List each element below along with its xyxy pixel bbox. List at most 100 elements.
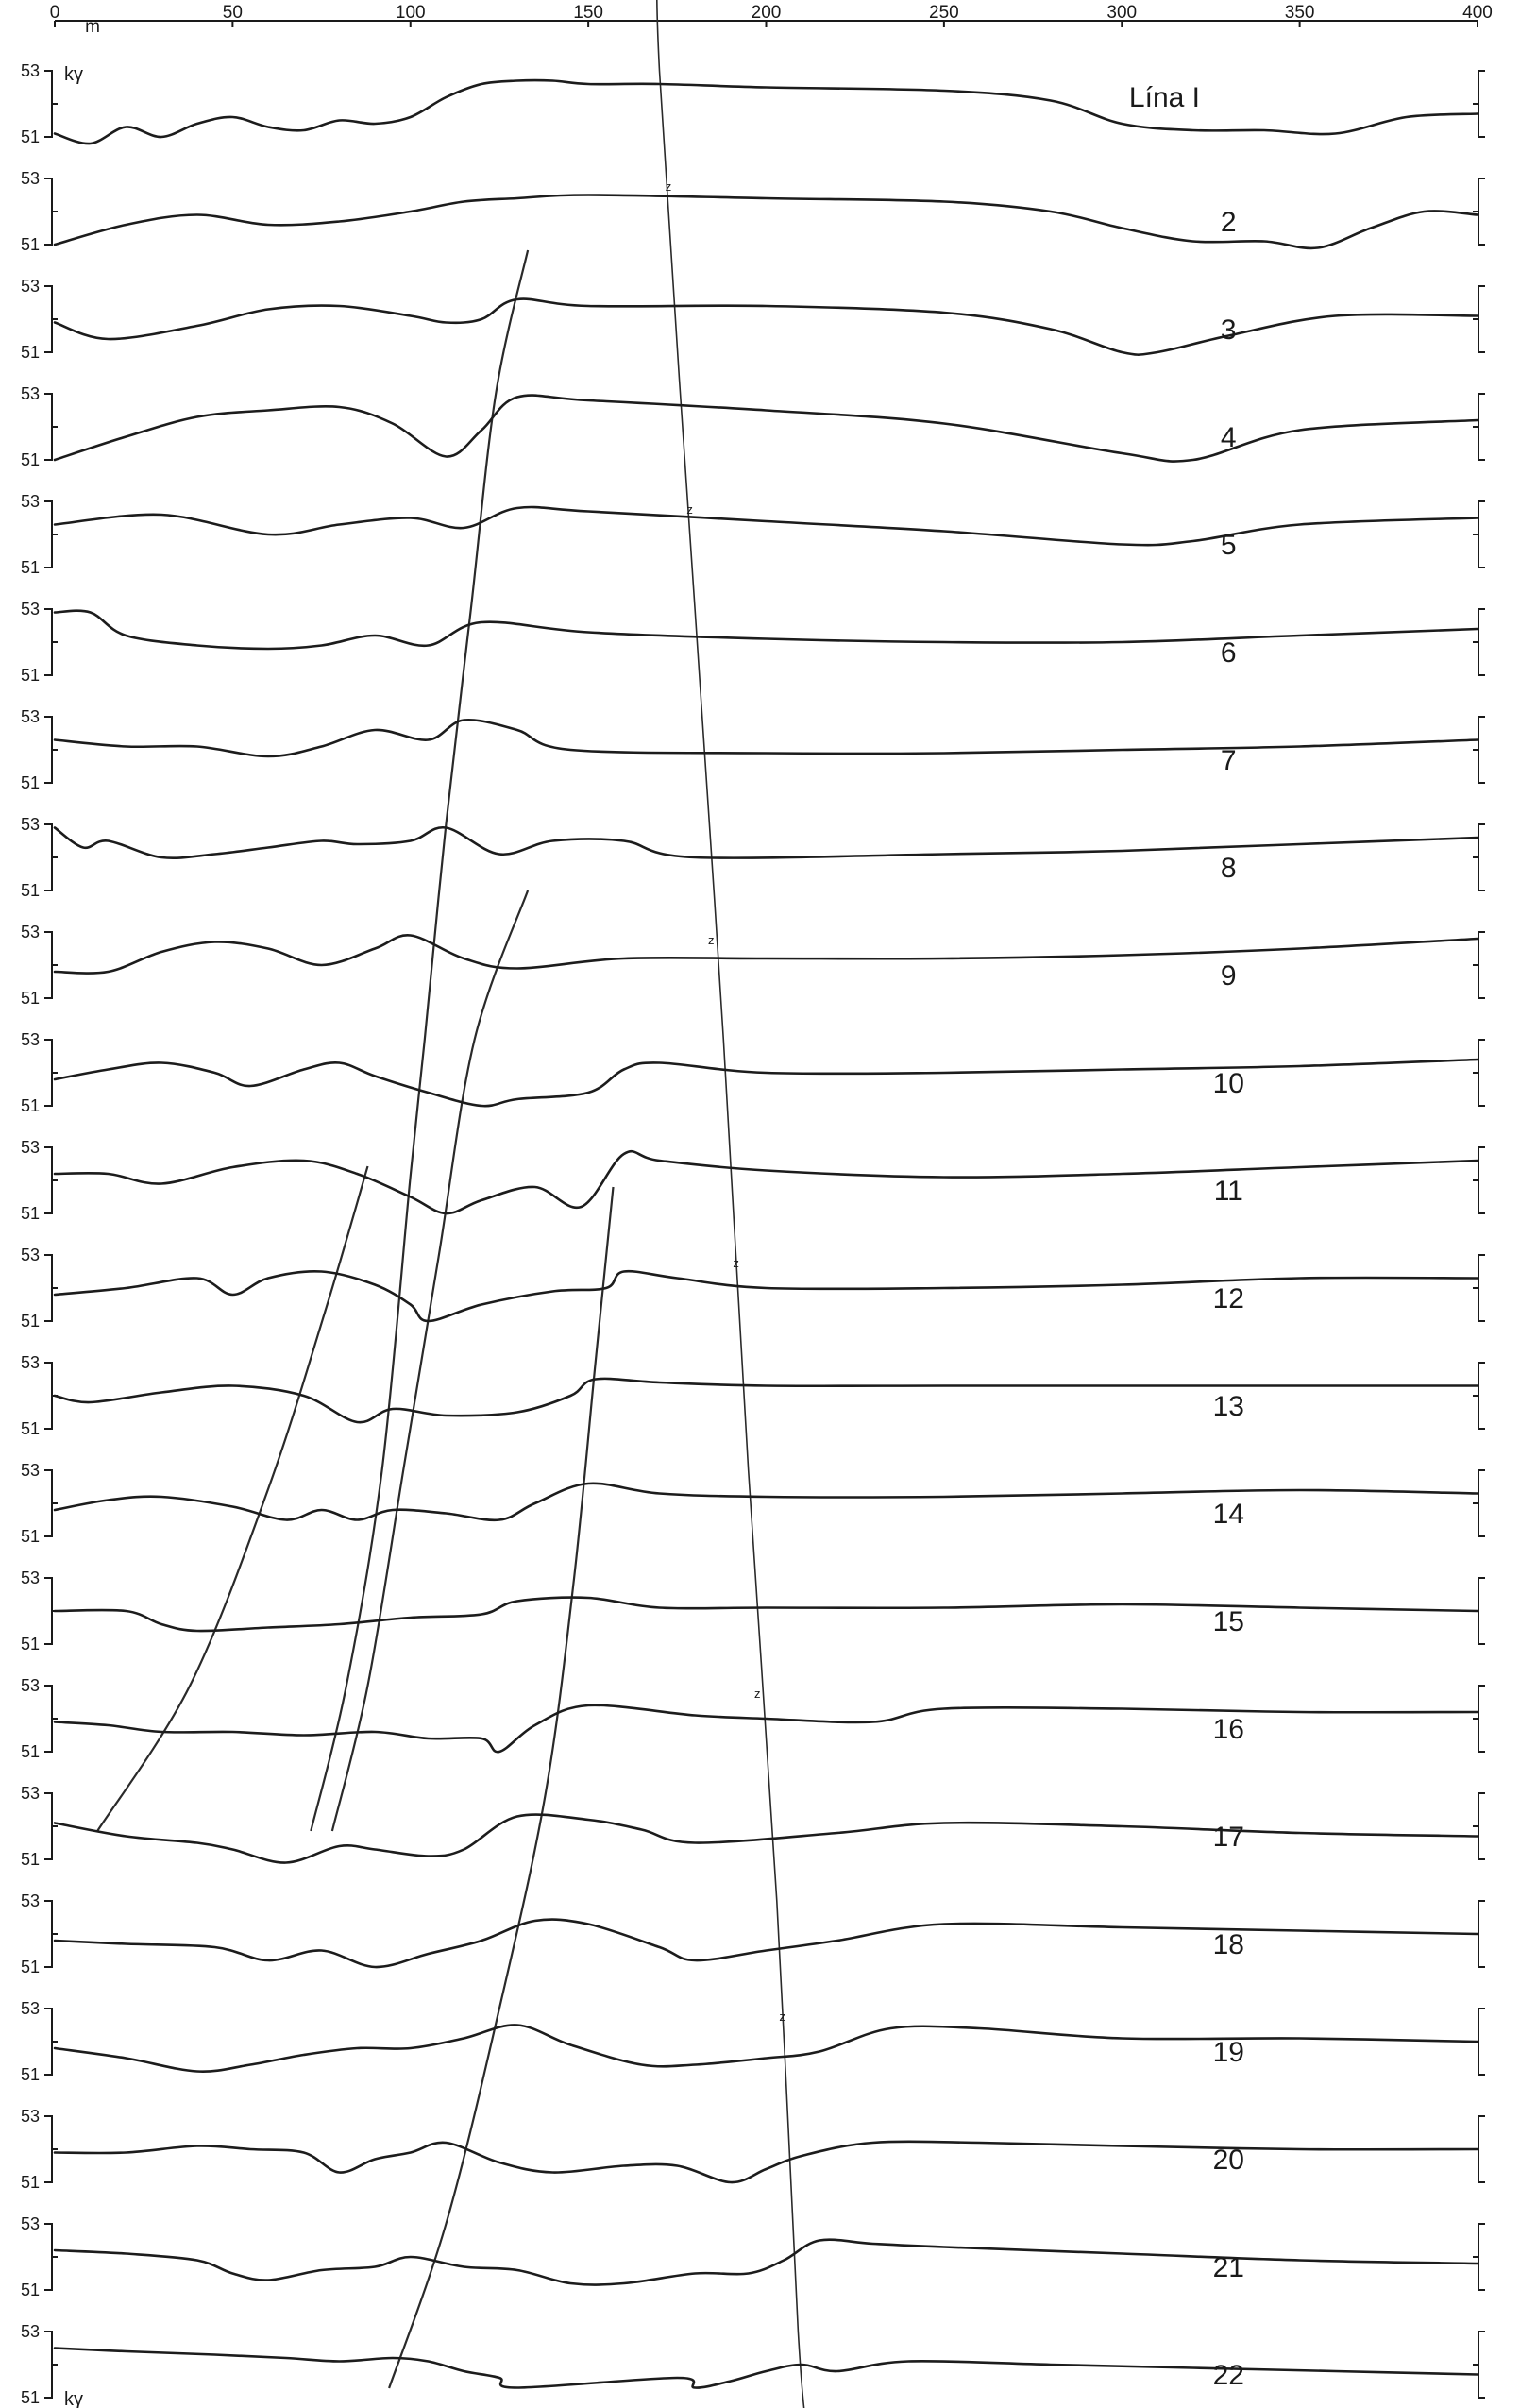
right-scale-bracket [1473, 500, 1485, 568]
y-tick-label-51: 51 [21, 1527, 40, 1546]
profile-15: 53 51 15 [21, 1569, 1485, 1653]
right-scale-bracket [1473, 1685, 1485, 1753]
right-scale-bracket [1473, 1900, 1485, 1968]
right-scale-bracket [1473, 1577, 1485, 1645]
y-tick-label-53: 53 [21, 1891, 40, 1910]
y-tick-label-53: 53 [21, 923, 40, 941]
y-tick-label-53: 53 [21, 1138, 40, 1157]
y-tick-label-51: 51 [21, 235, 40, 254]
left-scale-bracket [44, 1039, 58, 1107]
profile-label-12: 12 [1213, 1283, 1244, 1314]
structure-line-c [388, 1186, 615, 2389]
y-tick-label-53: 53 [21, 169, 40, 188]
y-tick-label-53: 53 [21, 1030, 40, 1049]
y-tick-label-51: 51 [21, 1742, 40, 1761]
structure-line-d [96, 1165, 369, 1832]
y-tick-label-51: 51 [21, 666, 40, 685]
left-scale-bracket [44, 716, 58, 784]
profile-label-1: Lína I [1129, 82, 1200, 113]
x-tick-label: 350 [1285, 3, 1315, 23]
y-tick-label-51: 51 [21, 450, 40, 469]
profile-line-8 [53, 826, 1479, 859]
profile-line-18 [53, 1918, 1479, 1969]
x-axis-label: m [85, 17, 100, 37]
profile-9: 53 51 9 [21, 923, 1485, 1008]
x-tick-label: 200 [752, 3, 782, 23]
profile-line-16 [53, 1704, 1479, 1754]
right-scale-bracket [1473, 1254, 1485, 1322]
profile-line-2 [53, 194, 1479, 250]
profile-label-16: 16 [1213, 1714, 1244, 1745]
y-tick-label-53: 53 [21, 384, 40, 403]
profile-21: 53 51 21 [21, 2214, 1485, 2299]
profile-8: 53 51 8 [21, 815, 1485, 900]
profile-3: 53 51 3 [21, 277, 1485, 362]
right-scale-bracket [1473, 1039, 1485, 1107]
y-tick-label-53: 53 [21, 600, 40, 619]
profile-label-8: 8 [1221, 853, 1237, 884]
profile-label-7: 7 [1221, 745, 1237, 776]
profile-line-15 [53, 1596, 1479, 1633]
y-tick-label-51: 51 [21, 1419, 40, 1438]
y-tick-label-51: 51 [21, 343, 40, 362]
y-tick-label-53: 53 [21, 2214, 40, 2233]
y-tick-label-51: 51 [21, 881, 40, 900]
profile-label-4: 4 [1221, 422, 1237, 453]
structure-line-b [330, 890, 530, 1832]
y-tick-label-51: 51 [21, 2065, 40, 2084]
right-scale-bracket [1473, 285, 1485, 353]
profile-10: 53 51 10 [21, 1030, 1485, 1115]
profile-1: 53 51 Lína I [21, 61, 1485, 146]
profile-line-17 [53, 1813, 1479, 1864]
y-tick-label-51: 51 [21, 1312, 40, 1331]
z-marker: z [686, 502, 693, 517]
left-scale-bracket [44, 500, 58, 568]
profile-line-6 [53, 609, 1479, 651]
profile-label-6: 6 [1221, 637, 1237, 669]
profile-line-14 [53, 1482, 1479, 1522]
left-scale-bracket [44, 1577, 58, 1645]
profile-5: 53 51 5 [21, 492, 1485, 577]
left-scale-bracket [44, 1792, 58, 1860]
right-scale-bracket [1473, 1469, 1485, 1537]
y-tick-label-51: 51 [21, 989, 40, 1008]
y-tick-label-53: 53 [21, 1246, 40, 1264]
profile-label-13: 13 [1213, 1391, 1244, 1422]
y-tick-label-53: 53 [21, 1569, 40, 1587]
y-unit-label-top: kγ [64, 64, 83, 85]
z-marker: z [708, 933, 715, 947]
y-tick-label-51: 51 [21, 2173, 40, 2192]
profile-label-19: 19 [1213, 2037, 1244, 2068]
profile-label-2: 2 [1221, 207, 1237, 238]
left-scale-bracket [44, 608, 58, 676]
structure-line-a [310, 249, 530, 1832]
profile-line-21 [53, 2238, 1479, 2286]
right-scale-bracket [1473, 1146, 1485, 1214]
profile-11: 53 51 11 [21, 1138, 1485, 1223]
profile-line-9 [53, 934, 1479, 975]
profile-line-3 [53, 297, 1479, 356]
y-tick-label-51: 51 [21, 1096, 40, 1115]
profile-6: 53 51 6 [21, 600, 1485, 685]
y-tick-label-53: 53 [21, 277, 40, 296]
annotations: kγ kγ [64, 64, 83, 2408]
profile-label-21: 21 [1213, 2252, 1244, 2283]
x-tick-label: 0 [50, 3, 60, 23]
y-tick-label-53: 53 [21, 2107, 40, 2126]
y-tick-label-53: 53 [21, 1676, 40, 1695]
profile-13: 53 51 13 [21, 1353, 1485, 1438]
left-scale-bracket [44, 1469, 58, 1537]
y-tick-label-53: 53 [21, 1353, 40, 1372]
profile-4: 53 51 4 [21, 384, 1485, 469]
x-tick-label: 400 [1462, 3, 1493, 23]
z-marker: z [666, 179, 672, 194]
left-scale-bracket [44, 1146, 58, 1214]
profile-14: 53 51 14 [21, 1461, 1485, 1546]
y-tick-label-53: 53 [21, 815, 40, 834]
profile-label-5: 5 [1221, 530, 1237, 561]
x-tick-label: 100 [396, 3, 426, 23]
y-tick-label-53: 53 [21, 1461, 40, 1480]
profile-line-20 [53, 2140, 1479, 2184]
profile-label-17: 17 [1213, 1822, 1244, 1853]
